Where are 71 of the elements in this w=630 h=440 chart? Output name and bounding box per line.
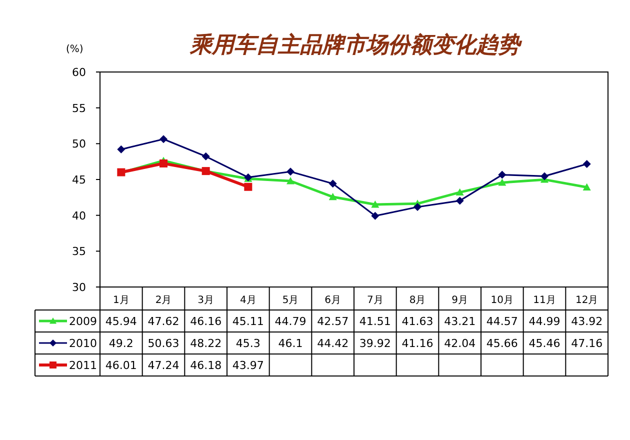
data-label: 46.18 [190,359,222,372]
point [328,180,337,188]
data-label: 49.2 [108,337,134,350]
point [202,152,210,160]
x-tick-label: 5月 [282,295,299,306]
x-tick-label: 11月 [533,295,556,306]
x-tick-label: 12月 [575,295,598,306]
data-label: 43.21 [444,315,476,328]
x-tick-label: 4月 [240,295,256,306]
y-tick-label: 40 [72,209,86,222]
x-tick-label: 6月 [324,295,342,306]
data-label: 42.57 [317,315,349,328]
y-tick-label: 30 [72,281,86,294]
legend-label: 2011 [69,359,97,372]
data-label: 48.22 [190,337,222,350]
point [286,177,294,184]
x-tick-label: 2月 [155,295,172,306]
x-tick-label: 8月 [409,295,426,306]
y-tick-label: 50 [72,138,86,151]
data-label: 43.92 [571,315,603,328]
data-label: 41.51 [359,315,391,328]
data-label: 46.16 [190,315,222,328]
legend-label: 2010 [69,337,97,350]
data-label: 45.11 [232,315,264,328]
point [498,178,506,186]
point [328,192,337,200]
point [244,182,252,191]
point [371,200,380,208]
data-label: 47.24 [148,359,180,372]
x-tick-label: 9月 [452,295,468,306]
chart-title: 乘用车自主品牌市场份额变化趋势 [189,32,523,58]
data-label: 50.63 [148,337,180,350]
data-label: 47.16 [571,337,603,350]
point [498,170,506,179]
data-label: 46.1 [278,337,303,350]
data-label: 39.92 [359,337,391,350]
data-label: 41.63 [402,315,434,328]
data-label: 45.94 [105,315,137,328]
point [160,135,168,144]
point [582,160,591,168]
data-label: 46.01 [105,359,137,372]
data-label: 47.62 [148,315,180,328]
point [456,196,464,205]
y-tick-label: 55 [72,102,86,115]
data-label: 45.46 [528,337,560,350]
point [456,188,464,196]
y-tick-label: 35 [72,245,86,258]
data-label: 41.16 [402,337,434,350]
data-label: 44.79 [274,315,306,328]
y-axis-title: (%) [66,44,84,55]
data-label: 44.99 [528,315,560,328]
data-label: 44.57 [486,315,518,328]
point [286,168,294,176]
point [540,172,548,180]
x-tick-label: 1月 [112,295,130,306]
point [582,183,591,190]
x-tick-label: 10月 [490,295,514,306]
data-label: 45.66 [486,337,518,350]
point [371,212,380,220]
point [414,203,422,212]
legend-label: 2009 [69,315,97,328]
data-label: 44.42 [317,337,349,350]
x-tick-label: 7月 [366,295,384,306]
data-label: 45.3 [236,337,260,350]
x-tick-label: 3月 [198,295,214,306]
data-label: 42.04 [444,337,476,350]
y-tick-label: 60 [72,66,86,79]
data-label: 43.97 [232,359,264,372]
y-tick-label: 45 [72,174,86,186]
point [117,145,126,154]
point [160,159,168,168]
